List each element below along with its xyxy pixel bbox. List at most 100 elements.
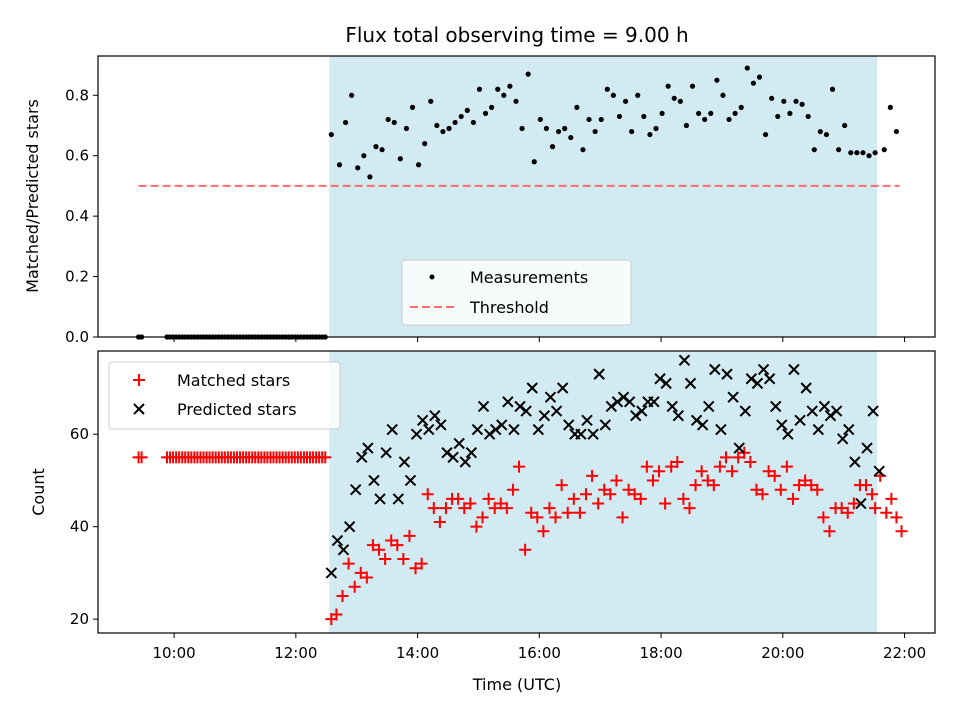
legend-predicted-marker (133, 403, 145, 415)
matched-star-marker (646, 474, 659, 487)
matched-star-marker (385, 534, 398, 547)
predicted-star-marker (751, 377, 764, 390)
matched-star-marker (519, 543, 532, 556)
measurement-point (415, 162, 422, 168)
matched-star-marker (464, 497, 477, 510)
matched-star-marker (750, 483, 763, 496)
measurement-point (677, 98, 683, 104)
predicted-star-marker (331, 534, 344, 547)
predicted-star-marker (739, 405, 751, 417)
predicted-star-marker (337, 544, 350, 556)
chart-title: Flux total observing time = 9.00 h (345, 23, 688, 47)
measurement-point (543, 125, 550, 132)
measurement-point (336, 162, 343, 168)
predicted-star-marker (587, 428, 599, 440)
predicted-star-marker (508, 423, 520, 436)
measurement-point (342, 119, 349, 126)
matched-star-marker (890, 511, 903, 524)
measurement-point (489, 104, 495, 110)
predicted-star-marker (526, 382, 538, 394)
predicted-star-marker (398, 456, 411, 468)
top-y-axis-label: Matched/Predicted stars (23, 99, 42, 293)
matched-star-marker (598, 483, 611, 496)
measurement-point (887, 104, 893, 110)
measurement-point (598, 116, 604, 123)
matched-star-marker (835, 502, 848, 515)
predicted-star-marker (465, 446, 478, 459)
predicted-star-marker (794, 414, 806, 427)
matched-star-marker (458, 502, 471, 515)
matched-star-marker (713, 460, 726, 473)
measurement-point (440, 128, 446, 135)
top-legend: Measurements Threshold (401, 259, 632, 326)
predicted-star-marker (477, 400, 490, 413)
predicted-star-marker (843, 423, 855, 436)
predicted-star-marker (496, 419, 508, 431)
measurement-point (501, 92, 507, 98)
predicted-star-marker (380, 446, 392, 459)
measurement-point (379, 147, 385, 153)
matched-star-marker (634, 492, 647, 505)
measurement-point (604, 86, 610, 92)
measurement-point (823, 131, 830, 138)
x-tick-label: 16:00 (518, 644, 561, 662)
matched-star-marker (695, 465, 708, 478)
predicted-star-marker (550, 405, 563, 417)
predicted-star-marker (429, 410, 441, 422)
measurement-point (470, 119, 476, 126)
predicted-star-marker (684, 377, 697, 390)
predicted-star-marker (599, 419, 611, 431)
matched-star-marker (403, 529, 416, 542)
measurement-point (866, 153, 872, 159)
predicted-star-marker (416, 414, 429, 427)
measurement-point (397, 156, 403, 162)
measurement-point (787, 110, 793, 117)
measurement-point (586, 116, 592, 123)
matched-star-marker (439, 502, 452, 515)
top-y-tick-label: 0.8 (65, 86, 89, 104)
predicted-star-marker (690, 414, 703, 427)
measurement-point (793, 98, 799, 104)
x-tick-label: 10:00 (152, 644, 195, 662)
bottom-y-tick-label: 40 (70, 518, 89, 536)
predicted-star-marker (520, 405, 532, 417)
measurement-point (385, 116, 391, 123)
matched-star-marker (531, 511, 544, 524)
matched-star-marker (586, 469, 599, 482)
matched-star-marker (494, 497, 507, 510)
measurement-point (391, 119, 397, 126)
predicted-star-marker (410, 428, 423, 440)
predicted-star-marker (459, 456, 471, 468)
bottom-plot-frame (97, 350, 936, 634)
matched-star-marker (415, 557, 428, 570)
predicted-star-marker (611, 396, 624, 408)
matched-star-marker (720, 451, 733, 464)
measurement-point (507, 83, 513, 89)
measurement-point (641, 113, 647, 120)
measurement-point (482, 110, 489, 117)
measurement-point (592, 128, 598, 135)
matched-star-marker (726, 465, 739, 478)
matched-star-marker (561, 506, 574, 519)
predicted-star-marker (532, 423, 545, 436)
predicted-star-marker (325, 567, 338, 579)
matched-star-marker (811, 483, 824, 496)
predicted-star-marker (721, 368, 733, 380)
matched-star-marker (640, 460, 653, 473)
measurement-point (836, 147, 842, 153)
top-y-tick-label: 0.6 (65, 147, 89, 165)
predicted-star-marker (861, 442, 873, 454)
measurement-point (562, 125, 568, 132)
matched-star-marker (555, 479, 568, 492)
matched-star-marker (452, 492, 465, 505)
predicted-star-marker (441, 446, 453, 459)
measurement-point (629, 128, 635, 135)
bottom-y-axis-label: Count (29, 468, 48, 516)
measurement-point (750, 80, 756, 86)
predicted-star-marker (782, 428, 794, 440)
measurement-point (464, 107, 470, 113)
matched-star-marker (513, 460, 526, 473)
matched-star-marker (793, 479, 806, 492)
matched-star-marker (841, 506, 854, 519)
predicted-star-marker (483, 428, 496, 440)
